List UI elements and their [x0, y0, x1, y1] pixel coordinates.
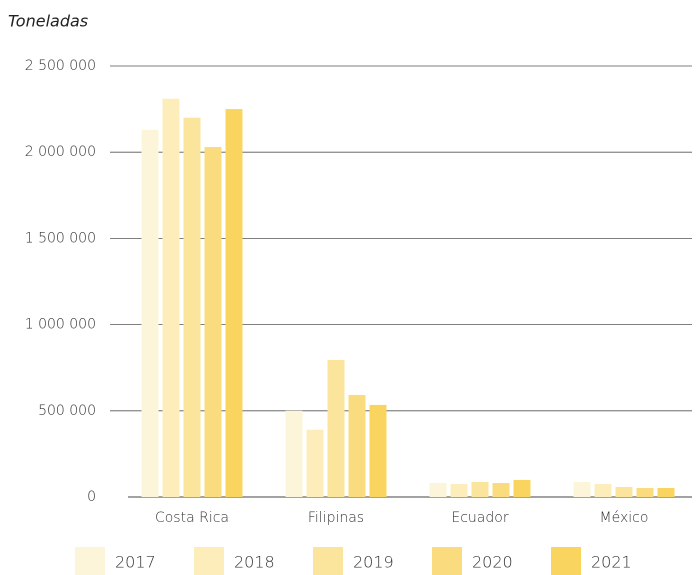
bar: [492, 483, 510, 497]
y-tick-label: 500 000: [38, 403, 96, 419]
legend-swatch: [432, 547, 462, 575]
bar: [429, 483, 447, 497]
y-tick-label: 1 000 000: [25, 317, 96, 333]
legend-label: 2020: [472, 553, 513, 572]
bar: [636, 488, 654, 497]
bar: [225, 109, 243, 497]
bar: [348, 394, 366, 497]
legend-label: 2019: [353, 553, 394, 572]
y-tick-label: 0: [87, 489, 96, 505]
bar: [204, 147, 222, 497]
y-tick-label: 1 500 000: [25, 230, 96, 246]
legend-label: 2017: [115, 553, 156, 572]
bar: [162, 98, 180, 498]
bar: [594, 484, 612, 497]
y-axis-label: Toneladas: [8, 12, 88, 31]
bar: [450, 484, 468, 497]
bar: [327, 359, 345, 497]
bar: [657, 488, 675, 497]
bar: [471, 482, 489, 497]
x-tick-label: Costa Rica: [155, 510, 229, 526]
bar: [183, 117, 201, 497]
legend-swatch: [551, 547, 581, 575]
legend-swatch: [313, 547, 343, 575]
bar: [285, 410, 303, 497]
legend-label: 2018: [234, 553, 275, 572]
y-tick-label: 2 500 000: [25, 58, 96, 74]
legend-label: 2021: [591, 553, 632, 572]
bar: [141, 129, 159, 497]
bar: [615, 487, 633, 497]
bar: [306, 429, 324, 497]
bar: [513, 479, 531, 497]
legend-swatch: [194, 547, 224, 575]
legend-swatch: [75, 547, 105, 575]
y-tick-label: 2 000 000: [25, 144, 96, 160]
bar: [573, 482, 591, 497]
x-tick-label: Ecuador: [451, 510, 508, 526]
x-tick-label: México: [600, 510, 649, 526]
x-tick-label: Filipinas: [308, 510, 364, 526]
bar: [369, 404, 387, 497]
